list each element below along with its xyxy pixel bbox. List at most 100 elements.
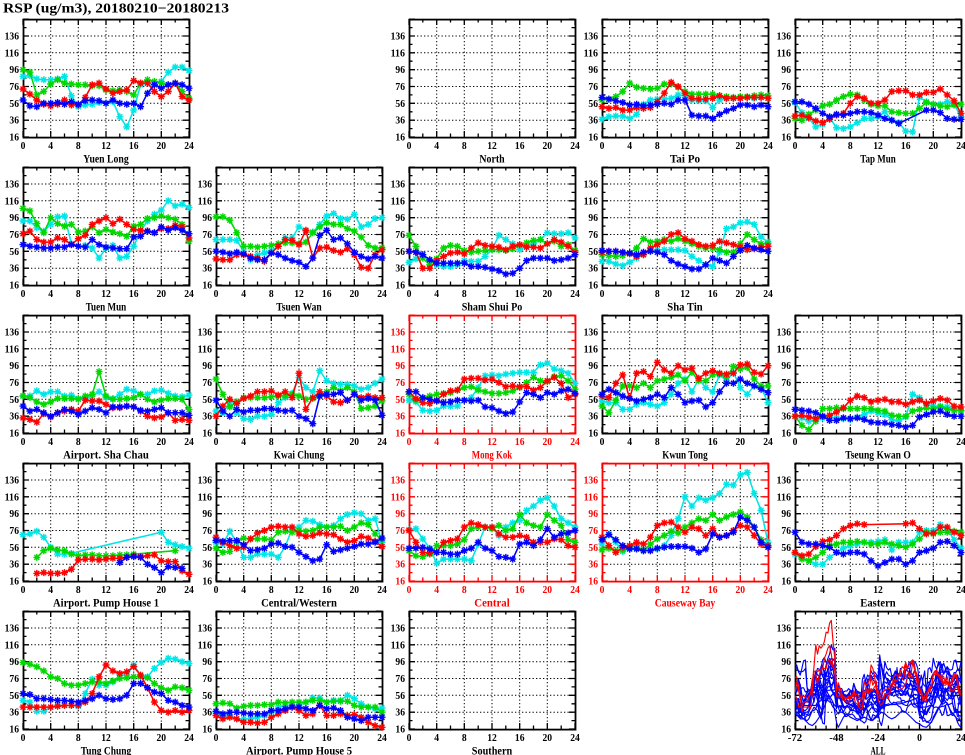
svg-text:8: 8 bbox=[462, 140, 467, 152]
svg-text:4: 4 bbox=[820, 140, 825, 152]
svg-text:12: 12 bbox=[487, 436, 497, 448]
svg-text:8: 8 bbox=[655, 584, 660, 596]
svg-text:12: 12 bbox=[873, 584, 883, 596]
svg-text:4: 4 bbox=[48, 288, 53, 300]
svg-text:116: 116 bbox=[777, 639, 792, 651]
svg-text:0: 0 bbox=[793, 436, 798, 448]
svg-text:96: 96 bbox=[781, 64, 791, 76]
svg-text:Mong Kok: Mong Kok bbox=[472, 449, 513, 461]
svg-text:0: 0 bbox=[407, 288, 412, 300]
svg-text:0: 0 bbox=[917, 732, 922, 744]
svg-text:12: 12 bbox=[680, 584, 690, 596]
svg-text:56: 56 bbox=[588, 246, 598, 258]
svg-text:20: 20 bbox=[350, 436, 360, 448]
svg-text:76: 76 bbox=[395, 525, 405, 537]
svg-text:96: 96 bbox=[781, 508, 791, 520]
svg-text:136: 136 bbox=[391, 179, 406, 191]
svg-text:36: 36 bbox=[9, 411, 19, 423]
svg-text:20: 20 bbox=[350, 584, 360, 596]
svg-text:4: 4 bbox=[241, 436, 246, 448]
svg-text:Eastern: Eastern bbox=[860, 597, 896, 609]
svg-text:56: 56 bbox=[202, 542, 212, 554]
svg-text:16: 16 bbox=[129, 732, 139, 744]
svg-text:136: 136 bbox=[391, 327, 406, 339]
svg-text:-24: -24 bbox=[871, 732, 886, 744]
svg-text:116: 116 bbox=[777, 47, 792, 59]
svg-text:136: 136 bbox=[777, 475, 792, 487]
svg-text:96: 96 bbox=[9, 360, 19, 372]
svg-text:Airport. Pump House 5: Airport. Pump House 5 bbox=[246, 745, 352, 755]
svg-text:12: 12 bbox=[680, 288, 690, 300]
svg-text:136: 136 bbox=[584, 31, 599, 43]
svg-text:16: 16 bbox=[395, 280, 405, 292]
svg-text:Sham Shui Po: Sham Shui Po bbox=[462, 301, 523, 313]
svg-text:8: 8 bbox=[655, 436, 660, 448]
svg-text:96: 96 bbox=[588, 212, 598, 224]
svg-text:12: 12 bbox=[294, 436, 304, 448]
svg-text:8: 8 bbox=[269, 288, 274, 300]
svg-text:12: 12 bbox=[101, 436, 111, 448]
svg-text:36: 36 bbox=[202, 559, 212, 571]
svg-text:20: 20 bbox=[350, 288, 360, 300]
svg-text:Southern: Southern bbox=[472, 745, 513, 755]
svg-text:116: 116 bbox=[198, 491, 213, 503]
svg-text:0: 0 bbox=[600, 288, 605, 300]
svg-text:16: 16 bbox=[515, 732, 525, 744]
svg-text:4: 4 bbox=[627, 140, 632, 152]
svg-text:-72: -72 bbox=[788, 732, 803, 744]
svg-text:0: 0 bbox=[21, 584, 26, 596]
svg-text:20: 20 bbox=[736, 584, 746, 596]
svg-text:16: 16 bbox=[322, 288, 332, 300]
svg-text:Central: Central bbox=[474, 597, 509, 609]
svg-text:96: 96 bbox=[588, 64, 598, 76]
svg-text:96: 96 bbox=[588, 508, 598, 520]
svg-text:116: 116 bbox=[391, 639, 406, 651]
svg-text:4: 4 bbox=[627, 436, 632, 448]
svg-text:16: 16 bbox=[202, 280, 212, 292]
svg-text:0: 0 bbox=[407, 140, 412, 152]
svg-text:20: 20 bbox=[543, 140, 553, 152]
svg-text:56: 56 bbox=[9, 542, 19, 554]
svg-text:56: 56 bbox=[9, 394, 19, 406]
svg-text:16: 16 bbox=[395, 724, 405, 736]
svg-text:16: 16 bbox=[129, 288, 139, 300]
svg-text:4: 4 bbox=[627, 584, 632, 596]
svg-text:20: 20 bbox=[736, 288, 746, 300]
svg-text:20: 20 bbox=[929, 584, 939, 596]
svg-text:4: 4 bbox=[241, 288, 246, 300]
svg-text:96: 96 bbox=[395, 508, 405, 520]
svg-text:16: 16 bbox=[9, 132, 19, 144]
svg-text:16: 16 bbox=[781, 428, 791, 440]
svg-text:24: 24 bbox=[570, 584, 580, 596]
svg-text:36: 36 bbox=[395, 263, 405, 275]
svg-text:76: 76 bbox=[588, 377, 598, 389]
svg-text:24: 24 bbox=[763, 140, 773, 152]
svg-text:4: 4 bbox=[241, 732, 246, 744]
svg-text:-48: -48 bbox=[829, 732, 844, 744]
svg-text:96: 96 bbox=[395, 656, 405, 668]
svg-text:24: 24 bbox=[184, 584, 194, 596]
svg-text:Tai Po: Tai Po bbox=[670, 153, 701, 165]
svg-text:136: 136 bbox=[391, 623, 406, 635]
svg-text:24: 24 bbox=[184, 732, 194, 744]
svg-text:36: 36 bbox=[202, 707, 212, 719]
svg-text:16: 16 bbox=[322, 436, 332, 448]
svg-text:0: 0 bbox=[600, 436, 605, 448]
svg-text:8: 8 bbox=[848, 584, 853, 596]
svg-text:4: 4 bbox=[434, 436, 439, 448]
svg-text:24: 24 bbox=[377, 288, 387, 300]
svg-text:16: 16 bbox=[515, 584, 525, 596]
svg-text:20: 20 bbox=[736, 436, 746, 448]
svg-text:56: 56 bbox=[9, 246, 19, 258]
svg-text:136: 136 bbox=[777, 327, 792, 339]
svg-text:136: 136 bbox=[5, 31, 20, 43]
svg-text:36: 36 bbox=[9, 559, 19, 571]
svg-text:24: 24 bbox=[184, 288, 194, 300]
svg-text:16: 16 bbox=[9, 576, 19, 588]
svg-text:16: 16 bbox=[708, 288, 718, 300]
svg-text:96: 96 bbox=[395, 360, 405, 372]
svg-text:116: 116 bbox=[391, 343, 406, 355]
svg-text:76: 76 bbox=[588, 525, 598, 537]
svg-text:4: 4 bbox=[820, 584, 825, 596]
svg-text:36: 36 bbox=[9, 263, 19, 275]
